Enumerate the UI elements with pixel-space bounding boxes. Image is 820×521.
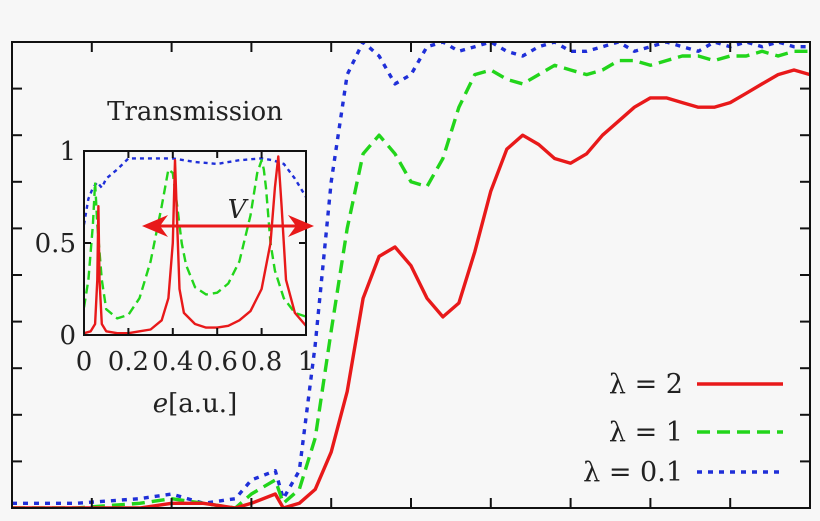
inset-ytick-label: 1 <box>59 137 76 167</box>
inset-frame <box>83 150 307 336</box>
v-label: V <box>228 195 249 225</box>
v-arrow-head-left <box>142 215 168 237</box>
inset-background <box>84 151 306 335</box>
inset-x-axis-label: e[a.u.] <box>153 389 237 419</box>
inset-plot: Transmission 0 0.5 1 0 0.2 0.4 0.6 0.8 1 e[a.u.… <box>35 97 315 419</box>
inset-xtick-label: 0.4 <box>152 347 193 377</box>
inset-xtick-label: 0.6 <box>197 347 238 377</box>
legend-label-1: λ = 1 <box>609 417 683 448</box>
inset-series-line-2 <box>84 157 306 225</box>
main-series-line-1 <box>12 49 810 508</box>
legend-label-0: λ = 2 <box>609 369 683 400</box>
inset-xtick-label: 1 <box>298 347 315 377</box>
inset-xtick-label: 0.2 <box>108 347 149 377</box>
v-double-arrow: V <box>142 195 314 237</box>
main-series-line-2 <box>12 42 810 505</box>
main-series-line-0 <box>12 68 810 508</box>
legend: λ = 2 λ = 1 λ = 0.1 <box>583 369 783 488</box>
inset-ytick-label: 0 <box>59 321 76 351</box>
inset-xtick-label: 0.8 <box>241 347 282 377</box>
main-plot-area <box>12 42 810 508</box>
inset-series-line-1 <box>84 158 306 320</box>
inset-title: Transmission <box>107 97 283 127</box>
main-axis-ticks <box>12 42 810 508</box>
inset-x-axis-variable: e <box>153 389 168 419</box>
inset-x-axis-unit: [a.u.] <box>168 389 237 419</box>
inset-ytick-label: 0.5 <box>35 229 76 259</box>
inset-xtick-label: 0 <box>76 347 93 377</box>
main-plot-frame <box>11 41 811 509</box>
v-arrow-head-right <box>288 215 314 237</box>
legend-label-2: λ = 0.1 <box>583 457 683 488</box>
